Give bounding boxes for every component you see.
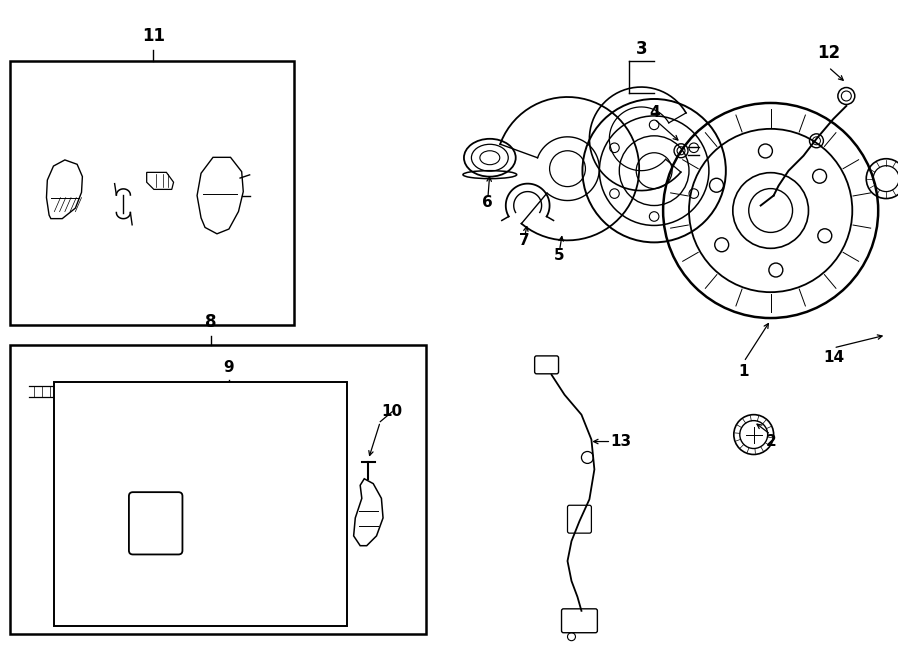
Bar [10, 61, 293, 325]
Text: 8: 8 [205, 313, 217, 331]
Bar [10, 345, 426, 634]
Text: 7: 7 [519, 233, 530, 248]
Text: 10: 10 [382, 404, 403, 419]
Text: 2: 2 [765, 434, 776, 449]
Bar [178, 498, 212, 551]
Bar [54, 382, 347, 626]
Text: 14: 14 [823, 350, 844, 366]
Text: 9: 9 [223, 360, 234, 375]
Text: 13: 13 [611, 434, 632, 449]
Text: 5: 5 [554, 248, 565, 263]
Text: 6: 6 [482, 195, 493, 210]
Text: 1: 1 [739, 364, 749, 379]
Text: 11: 11 [142, 27, 165, 45]
Text: 3: 3 [635, 40, 647, 58]
Text: 4: 4 [649, 105, 660, 120]
Text: 12: 12 [817, 44, 840, 62]
